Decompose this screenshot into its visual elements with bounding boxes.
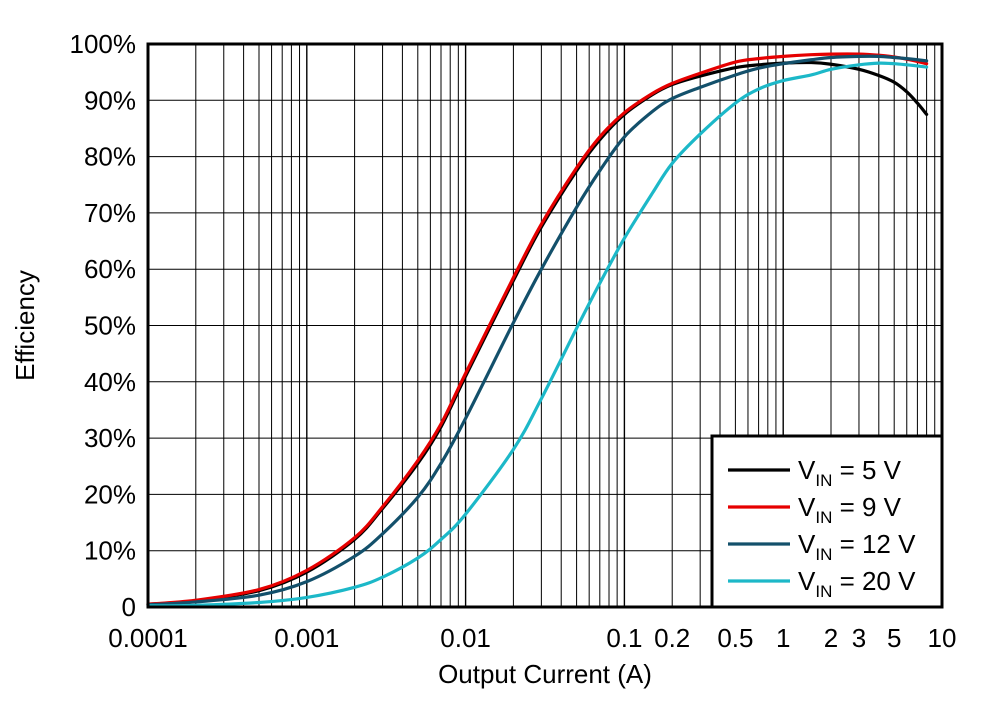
y-tick-label: 30% bbox=[84, 423, 136, 453]
y-tick-label: 90% bbox=[84, 85, 136, 115]
series-line-4 bbox=[146, 61, 929, 608]
x-tick-label: 0.01 bbox=[440, 623, 491, 653]
y-tick-label: 50% bbox=[84, 311, 136, 341]
y-tick-label: 40% bbox=[84, 367, 136, 397]
x-tick-label: 10 bbox=[928, 623, 957, 653]
x-tick-label: 2 bbox=[824, 623, 838, 653]
series-line-3 bbox=[146, 54, 929, 607]
x-tick-label: 0.5 bbox=[717, 623, 753, 653]
series-lines bbox=[146, 52, 929, 608]
x-tick-label: 0.2 bbox=[654, 623, 690, 653]
y-tick-label: 100% bbox=[70, 29, 137, 59]
legend-label: VIN = 20 V bbox=[798, 566, 916, 601]
y-tick-label: 80% bbox=[84, 142, 136, 172]
y-tick-label: 0 bbox=[122, 592, 136, 622]
x-tick-label: 0.1 bbox=[606, 623, 642, 653]
series-line-2 bbox=[146, 52, 929, 606]
y-tick-labels: 0 10% 20% 30% 40% 50% 60% 70% 80% 90% 100% bbox=[70, 29, 137, 622]
y-tick-label: 70% bbox=[84, 198, 136, 228]
y-axis-title: Efficiency bbox=[10, 270, 40, 381]
x-tick-labels: 0.0001 0.001 0.01 0.1 0.2 0.5 1 2 3 5 10 bbox=[108, 623, 956, 653]
x-tick-label: 1 bbox=[776, 623, 790, 653]
x-axis-title: Output Current (A) bbox=[438, 659, 652, 689]
legend-box bbox=[710, 434, 944, 609]
legend-label: VIN = 5 V bbox=[798, 455, 902, 490]
x-tick-label: 3 bbox=[852, 623, 866, 653]
x-tick-label: 5 bbox=[887, 623, 901, 653]
x-tick-label: 0.0001 bbox=[108, 623, 188, 653]
y-tick-label: 60% bbox=[84, 254, 136, 284]
legend-label: VIN = 9 V bbox=[798, 492, 902, 527]
plot-frame bbox=[146, 42, 944, 609]
legend-label: VIN = 12 V bbox=[798, 529, 916, 564]
y-tick-label: 10% bbox=[84, 536, 136, 566]
x-tick-label: 0.001 bbox=[274, 623, 339, 653]
y-tick-label: 20% bbox=[84, 479, 136, 509]
